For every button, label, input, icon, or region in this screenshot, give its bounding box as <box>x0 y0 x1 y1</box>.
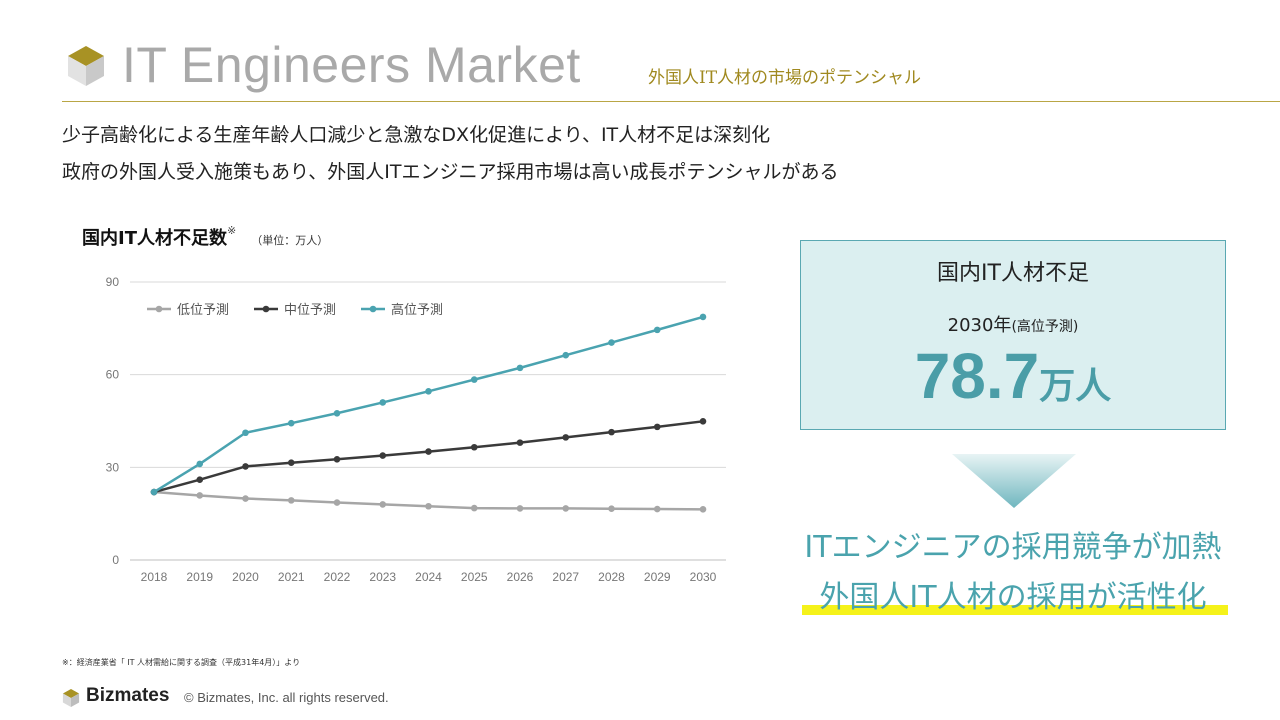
x-tick-label: 2027 <box>552 570 579 584</box>
bizmates-logo-icon <box>62 689 80 707</box>
kpi-year-note: (高位予測) <box>1011 319 1079 335</box>
data-point <box>653 423 661 431</box>
data-point <box>699 506 707 513</box>
data-point <box>516 364 524 372</box>
data-point <box>425 502 432 510</box>
data-point <box>150 488 158 496</box>
legend-label: 低位予測 <box>177 303 229 318</box>
legend-swatch-marker <box>262 305 270 313</box>
legend-swatch-marker <box>369 305 377 313</box>
kpi-year-text: 2030年 <box>947 315 1012 336</box>
lead-text-1: 少子高齢化による生産年齢人口減少と急激なDX化促進により、IT人材不足は深刻化 <box>62 124 771 146</box>
page-subtitle: 外国人IT人材の市場のポテンシャル <box>648 68 922 88</box>
data-point <box>653 326 661 334</box>
series-line <box>153 420 704 494</box>
data-point <box>699 418 707 425</box>
chart-title-mark: ※ <box>226 224 237 237</box>
data-point <box>516 505 524 512</box>
data-point <box>470 443 478 451</box>
data-point <box>653 505 661 513</box>
kpi-year: 2030年(高位予測) <box>801 311 1225 337</box>
data-point <box>333 456 341 463</box>
y-tick-label: 0 <box>112 553 119 567</box>
source-note: ※：経済産業省「 IT 人材需給に関する調査（平成31年4月）」より <box>62 658 301 667</box>
data-point <box>287 459 295 467</box>
result-text-2: 外国人IT人材の採用が活性化 <box>819 580 1207 615</box>
series-line <box>153 315 704 494</box>
data-point <box>287 497 295 504</box>
x-tick-label: 2025 <box>461 570 488 584</box>
data-point <box>287 419 295 427</box>
data-point <box>196 460 204 468</box>
x-tick-label: 2021 <box>278 570 305 584</box>
data-point <box>608 428 615 436</box>
legend-swatch-marker <box>155 305 163 313</box>
y-tick-label: 90 <box>106 275 120 289</box>
data-point <box>470 376 478 383</box>
x-tick-label: 2018 <box>141 570 168 584</box>
x-tick-label: 2029 <box>644 570 671 584</box>
x-tick-label: 2026 <box>507 570 534 584</box>
lead-text-2: 政府の外国人受入施策もあり、外国人ITエンジニア採用市場は高い成長ポテンシャルが… <box>62 161 839 183</box>
data-point <box>470 504 478 512</box>
footer-copyright: © Bizmates, Inc. all rights reserved. <box>184 690 389 705</box>
data-point <box>699 313 707 321</box>
data-point <box>425 448 432 455</box>
y-tick-label: 60 <box>106 368 120 382</box>
data-point <box>379 501 387 508</box>
bizmates-cube-logo <box>68 46 104 86</box>
data-point <box>242 429 249 437</box>
footer-brand: Bizmates <box>86 685 170 706</box>
data-point <box>516 439 524 446</box>
legend-label: 中位予測 <box>284 303 336 318</box>
kpi-label: 国内IT人材不足 <box>937 261 1089 286</box>
data-point <box>333 499 341 506</box>
data-point <box>562 505 570 512</box>
x-tick-label: 2024 <box>415 570 442 584</box>
data-point <box>242 495 249 502</box>
x-tick-label: 2022 <box>324 570 351 584</box>
title-divider <box>62 101 1280 102</box>
x-tick-label: 2019 <box>186 570 213 584</box>
data-point <box>196 476 204 483</box>
kpi-value-number: 78.7 <box>914 340 1040 412</box>
data-point <box>562 351 570 359</box>
page-title: IT Engineers Market <box>122 37 581 93</box>
x-tick-label: 2030 <box>690 570 717 584</box>
down-arrow-icon <box>952 454 1076 508</box>
data-point <box>379 399 387 406</box>
chart-title-text: 国内IT人材不足数 <box>82 228 227 249</box>
highlight-bar <box>802 605 1228 615</box>
data-point <box>333 409 341 417</box>
line-chart: 0 30 60 90 2018 2019 2020 2021 2022 2023 2024 2025 2… <box>106 275 726 584</box>
x-tick-label: 2020 <box>232 570 259 584</box>
y-tick-label: 30 <box>106 460 120 474</box>
chart-unit: （単位：万人） <box>251 234 329 247</box>
data-point <box>608 339 615 346</box>
legend-label: 高位予測 <box>391 302 443 318</box>
kpi-value: 78.7万人 <box>801 339 1225 413</box>
data-point <box>379 452 387 459</box>
chart-title: 国内IT人材不足数※ （単位：万人） <box>82 224 328 250</box>
data-point <box>242 463 249 470</box>
kpi-value-unit: 万人 <box>1039 366 1112 407</box>
x-tick-label: 2028 <box>598 570 625 584</box>
data-point <box>562 434 570 441</box>
result-text-1: ITエンジニアの採用競争が加熱 <box>804 530 1222 565</box>
data-point <box>425 388 432 395</box>
data-point <box>196 492 204 499</box>
kpi-box: 国内IT人材不足 2030年(高位予測) 78.7万人 <box>800 240 1226 430</box>
data-point <box>608 505 615 513</box>
x-tick-label: 2023 <box>369 570 396 584</box>
